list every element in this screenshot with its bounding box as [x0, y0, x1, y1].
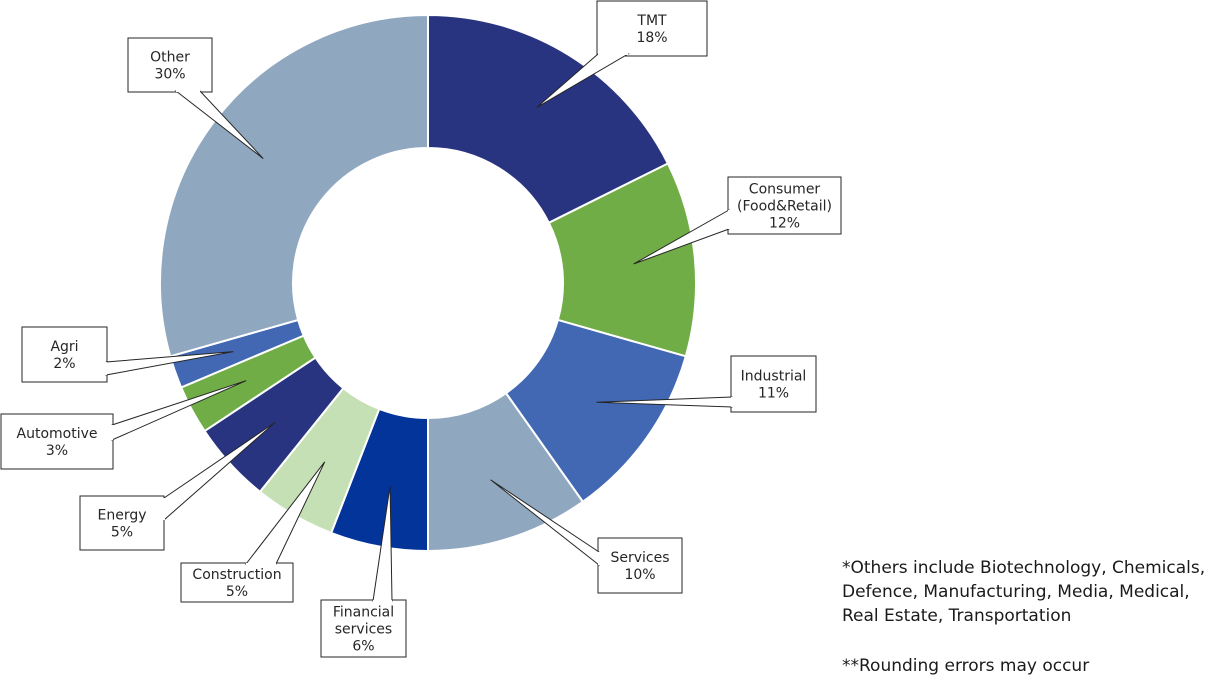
slice-category-label: Other [150, 50, 190, 66]
callout-box [180, 562, 294, 603]
slice-value-label: 30% [154, 67, 185, 83]
slice-category-label: Automotive [17, 426, 98, 442]
slice-tmt [427, 13, 670, 225]
slice-category-label: Industrial [741, 369, 807, 385]
slice-category-label: Services [610, 550, 669, 566]
callout-box [597, 537, 683, 594]
slice-category-label: Agri [50, 339, 78, 355]
slice-category-label: Energy [97, 508, 146, 524]
others-footnote: *Others include Biotechnology, Chemicals… [842, 558, 1206, 626]
callout-box [0, 413, 114, 470]
slice-category-label: Financial [333, 605, 394, 621]
slice-value-label: 6% [352, 639, 374, 655]
slice-value-label: 3% [46, 443, 68, 459]
donut-slices [159, 13, 697, 553]
slice-value-label: 5% [226, 584, 248, 600]
callout-box [79, 495, 165, 551]
slice-value-label: 5% [111, 525, 133, 541]
slice-value-label: 18% [636, 30, 667, 46]
slice-category-label: (Food&Retail) [737, 199, 832, 215]
callout-box [21, 326, 108, 383]
footnotes: *Others include Biotechnology, Chemicals… [842, 556, 1222, 678]
callout-box [730, 355, 817, 413]
slice-other [159, 13, 429, 358]
rounding-footnote: **Rounding errors may occur [842, 656, 1090, 676]
slice-category-label: Construction [192, 567, 281, 583]
callout-box [320, 599, 407, 658]
slice-value-label: 12% [769, 216, 800, 232]
slice-value-label: 10% [624, 567, 655, 583]
callout-box [727, 176, 842, 235]
slice-value-label: 11% [758, 386, 789, 402]
slice-value-label: 2% [53, 356, 75, 372]
callout-box [127, 37, 213, 93]
slice-category-label: TMT [636, 13, 667, 29]
callout-box [596, 0, 708, 57]
slice-category-label: services [335, 622, 392, 638]
slice-category-label: Consumer [749, 182, 821, 198]
